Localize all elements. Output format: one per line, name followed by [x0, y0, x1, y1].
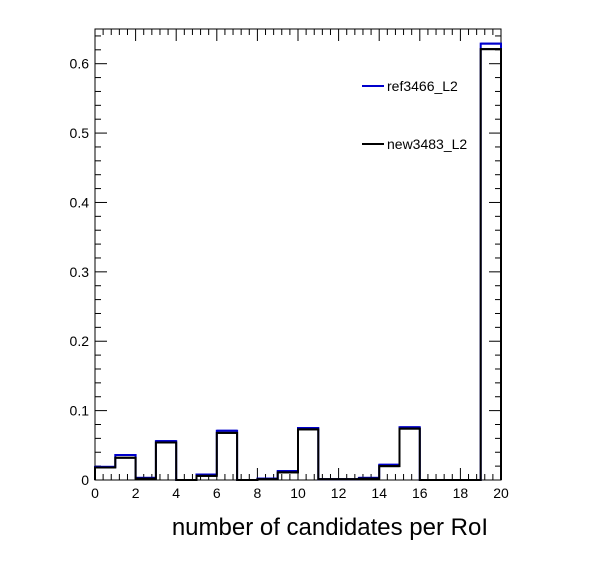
x-tick-label: 12	[331, 485, 347, 501]
y-tick-label: 0.2	[70, 333, 90, 349]
x-axis-title: number of candidates per RoI	[172, 514, 488, 541]
y-tick-label: 0.6	[70, 56, 90, 72]
x-tick-label: 20	[493, 485, 509, 501]
x-tick-label: 0	[91, 485, 99, 501]
x-tick-label: 18	[453, 485, 469, 501]
x-tick-label: 16	[412, 485, 428, 501]
y-tick-label: 0.4	[70, 194, 90, 210]
x-tick-label: 14	[371, 485, 387, 501]
plot-frame	[94, 28, 502, 481]
y-tick-label: 0.3	[70, 264, 90, 280]
y-tick-label: 0	[81, 472, 89, 488]
legend-label: ref3466_L2	[387, 78, 458, 94]
x-tick-label: 4	[172, 485, 180, 501]
x-tick-label: 10	[290, 485, 306, 501]
x-tick-label: 2	[132, 485, 140, 501]
y-tick-label: 0.5	[70, 125, 90, 141]
x-tick-label: 6	[213, 485, 221, 501]
legend: ref3466_L2 new3483_L2	[362, 78, 467, 152]
legend-label: new3483_L2	[387, 136, 467, 152]
y-tick-label: 0.1	[70, 403, 90, 419]
x-tick-label: 8	[254, 485, 262, 501]
series-layer	[94, 42, 502, 481]
